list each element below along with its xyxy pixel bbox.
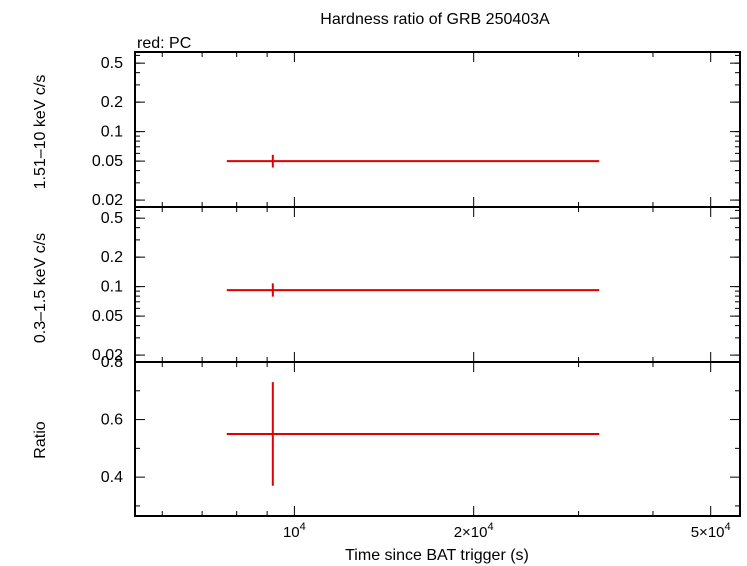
x-tick-mantissa: 10 bbox=[283, 524, 300, 541]
panel-hard-band: 0.02 0.05 0.1 0.2 0.5 1.51–10 keV c/s bbox=[32, 51, 741, 209]
y-tick-label: 0.05 bbox=[92, 308, 123, 325]
x-tick-labels: 104 2×104 5×104 bbox=[283, 521, 731, 541]
chart-title: Hardness ratio of GRB 250403A bbox=[320, 11, 550, 28]
y-axis-label: 1.51–10 keV c/s bbox=[32, 75, 49, 190]
y-axis-label: 0.3–1.5 keV c/s bbox=[32, 233, 49, 343]
panel-soft-band: 0.02 0.05 0.1 0.2 0.5 0.3–1.5 keV c/s bbox=[32, 206, 741, 364]
panel-ratio: 0.4 0.6 0.8 Ratio bbox=[32, 354, 741, 517]
panel-frame bbox=[134, 361, 741, 517]
y-tick-label: 0.4 bbox=[101, 469, 123, 486]
y-axis-label: Ratio bbox=[32, 421, 49, 458]
y-tick-label: 0.2 bbox=[101, 249, 123, 266]
x-tick-label: 2×104 bbox=[454, 521, 494, 541]
x-tick-mantissa: 5×10 bbox=[691, 524, 725, 541]
x-tick-label: 104 bbox=[283, 521, 306, 541]
y-tick-label: 0.5 bbox=[101, 55, 123, 72]
y-tick-label: 0.02 bbox=[92, 347, 123, 364]
x-tick-label: 5×104 bbox=[691, 521, 731, 541]
x-tick-exponent: 4 bbox=[725, 521, 731, 533]
y-tick-label: 0.8 bbox=[101, 354, 123, 371]
y-tick-label: 0.6 bbox=[101, 412, 123, 429]
y-tick-label: 0.5 bbox=[101, 210, 123, 227]
y-tick-label: 0.2 bbox=[101, 94, 123, 111]
x-tick-mantissa: 2×10 bbox=[454, 524, 488, 541]
panel-frame bbox=[134, 206, 741, 363]
y-tick-label: 0.1 bbox=[101, 279, 123, 296]
y-tick-label: 0.05 bbox=[92, 153, 123, 170]
x-tick-exponent: 4 bbox=[300, 521, 306, 533]
x-tick-exponent: 4 bbox=[488, 521, 494, 533]
panel-frame bbox=[134, 51, 741, 208]
y-tick-label: 0.02 bbox=[92, 192, 123, 209]
x-axis-label: Time since BAT trigger (s) bbox=[345, 547, 529, 564]
legend-note: red: PC bbox=[137, 35, 191, 52]
y-tick-label: 0.1 bbox=[101, 124, 123, 141]
